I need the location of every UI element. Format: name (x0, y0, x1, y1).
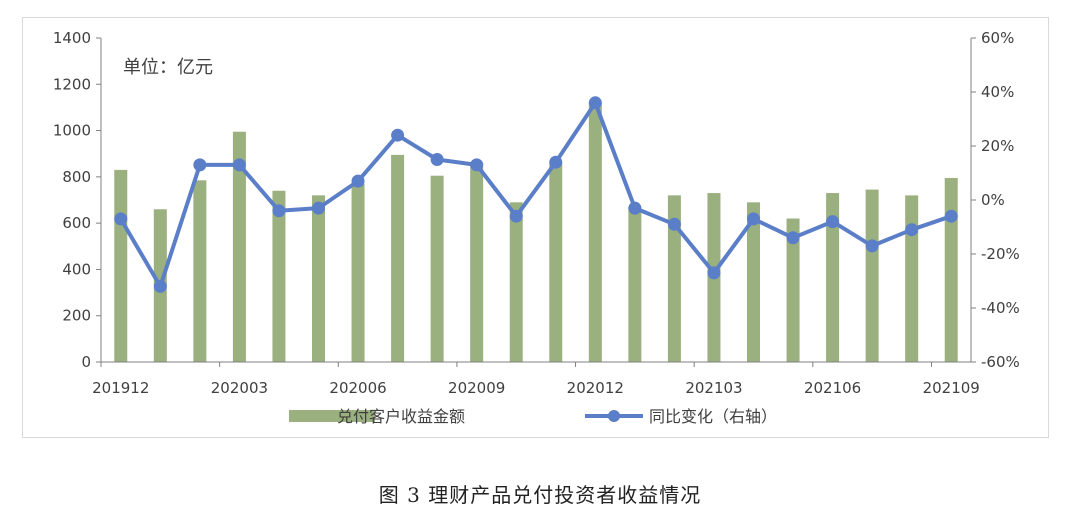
yoy-point-202009 (470, 158, 484, 172)
legend-bar-label: 兑付客户收益金额 (337, 407, 465, 426)
left-tick-label: 600 (62, 214, 91, 232)
left-tick-label: 200 (62, 307, 91, 325)
bars-layer (114, 102, 958, 363)
yoy-point-202005 (312, 201, 325, 215)
right-tick-label: -60% (981, 353, 1020, 371)
yoy-point-202003 (232, 158, 246, 172)
yoy-point-202002 (193, 158, 207, 172)
right-tick-label: 40% (981, 83, 1014, 101)
bar-202109 (944, 178, 958, 362)
bar-202108 (905, 195, 919, 362)
x-tick-label: 202103 (685, 379, 742, 397)
right-tick-label: 0% (981, 191, 1005, 209)
bar-202002 (193, 180, 207, 362)
chart-frame: 0 200 400 600 800 1000 1200 1400 -60% -40% -20% 0% 2… (22, 17, 1049, 438)
yoy-point-202109 (944, 209, 958, 223)
yoy-point-202006 (351, 174, 365, 188)
bar-202008 (430, 175, 444, 362)
left-tick-label: 400 (62, 260, 91, 278)
left-tick-label: 1400 (53, 29, 91, 47)
bar-202101 (628, 206, 642, 362)
yoy-point-202108 (905, 223, 919, 237)
bar-202012 (588, 102, 602, 363)
yoy-point-202106 (826, 215, 840, 229)
left-tick-label: 1000 (53, 122, 91, 140)
yoy-point-201912 (114, 212, 128, 226)
unit-label: 单位：亿元 (123, 57, 213, 78)
x-tick-label: 201912 (92, 379, 149, 397)
yoy-point-202102 (667, 217, 681, 231)
yoy-line (119, 100, 952, 289)
bar-202104 (747, 202, 760, 362)
legend-bar-swatch (289, 410, 375, 422)
x-tick-label: 202003 (211, 379, 268, 397)
bar-202107 (865, 189, 879, 362)
chart-svg: 0 200 400 600 800 1000 1200 1400 -60% -40% -20% 0% 2… (53, 29, 1020, 426)
right-tick-label: -40% (981, 299, 1020, 317)
yoy-point-202103 (707, 266, 721, 280)
right-tick-label: -20% (981, 245, 1020, 263)
figure-caption: 图 3 理财产品兑付投资者收益情况 (378, 483, 702, 507)
left-tick-label: 0 (81, 353, 91, 371)
legend: 兑付客户收益金额 同比变化（右轴） (289, 407, 777, 426)
bar-202005 (312, 195, 325, 362)
legend-line-label: 同比变化（右轴） (649, 407, 777, 426)
yoy-point-202107 (865, 239, 879, 253)
yoy-point-202105 (786, 231, 800, 245)
x-tick-label: 202109 (923, 379, 980, 397)
yoy-point-202007 (391, 128, 405, 142)
bar-202007 (391, 154, 405, 362)
right-tick-label: 60% (981, 29, 1014, 47)
line-layer (114, 96, 958, 293)
x-tick-label: 202009 (448, 379, 505, 397)
bar-202011 (549, 162, 563, 362)
bar-202105 (786, 218, 800, 362)
bar-201912 (114, 169, 128, 362)
right-tick-label: 20% (981, 137, 1014, 155)
bar-202106 (826, 193, 840, 362)
x-tick-label: 202106 (804, 379, 861, 397)
yoy-point-202004 (272, 204, 286, 218)
left-tick-label: 800 (62, 168, 91, 186)
bar-202010 (509, 202, 523, 362)
left-tick-label: 1200 (53, 75, 91, 93)
bar-202006 (351, 183, 365, 362)
legend-line-marker (608, 410, 620, 422)
x-tick-label: 202012 (567, 379, 624, 397)
bar-202009 (470, 162, 484, 362)
yoy-point-202001 (153, 279, 167, 293)
x-tick-label: 202006 (329, 379, 386, 397)
yoy-point-202011 (549, 155, 563, 169)
yoy-point-202012 (588, 96, 602, 110)
yoy-point-202010 (509, 209, 523, 223)
yoy-point-202104 (747, 212, 760, 226)
bar-202003 (232, 131, 246, 362)
yoy-point-202101 (628, 201, 642, 215)
bar-202004 (272, 190, 286, 362)
yoy-point-202008 (430, 153, 444, 166)
axes-layer: 0 200 400 600 800 1000 1200 1400 -60% -40% -20% 0% 2… (53, 29, 1020, 397)
bar-202102 (667, 195, 681, 362)
